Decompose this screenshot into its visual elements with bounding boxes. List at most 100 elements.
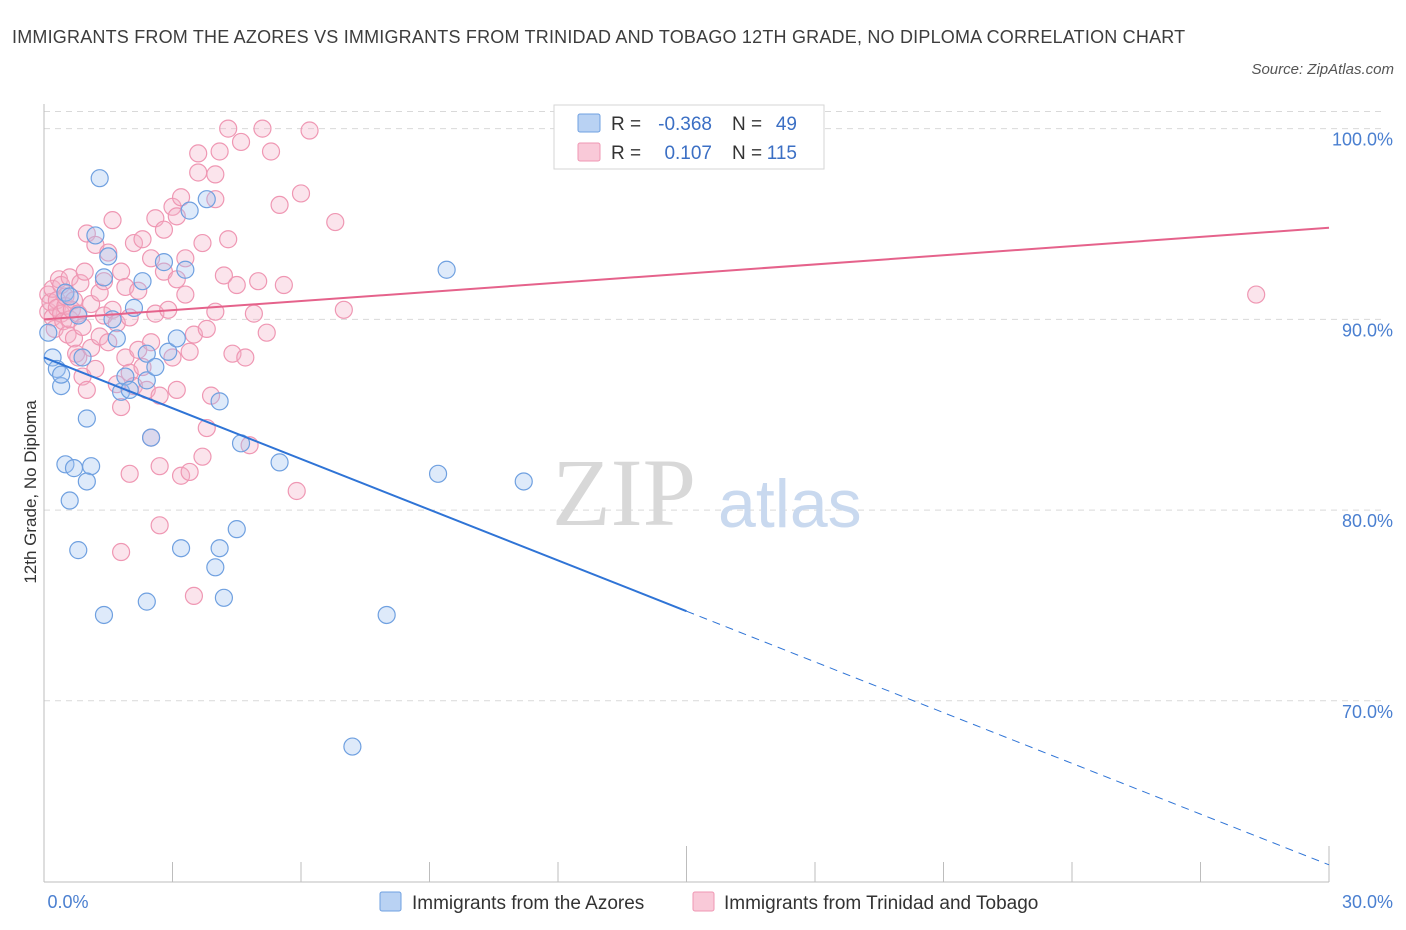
azores-point (343, 737, 362, 756)
grid-lines (44, 110, 1385, 702)
trinidad-point (94, 272, 114, 291)
trinidad-point (261, 142, 281, 161)
trinidad-point (120, 464, 139, 483)
y-tick-label: 80.0% (1342, 511, 1393, 531)
azores-point (210, 392, 229, 411)
legend-label-azores: Immigrants from the Azores (412, 893, 644, 914)
azores-point (60, 287, 79, 306)
trinidad-point (189, 163, 208, 182)
azores-point (73, 348, 92, 367)
azores-point (437, 260, 456, 279)
legend-swatch-azores (379, 891, 402, 912)
azores-point (133, 272, 152, 291)
azores-point (39, 323, 58, 342)
x-tick-labels: 0.0% 30.0% (47, 892, 1393, 912)
trinidad-point (180, 342, 199, 361)
trinidad-point (111, 262, 131, 281)
trinidad-point (154, 220, 174, 239)
trinidad-point (236, 348, 255, 367)
trinidad-point (1247, 285, 1266, 304)
azores-point (120, 380, 139, 400)
trinidad-point (133, 357, 152, 377)
trinidad-point (103, 211, 122, 230)
azores-point (141, 428, 161, 447)
trinidad-point (133, 230, 152, 249)
y-tick-labels: 100.0% 90.0% 80.0% 70.0% (1332, 130, 1393, 722)
azores-point (137, 592, 156, 611)
azores-point (197, 190, 216, 209)
azores-point (146, 357, 165, 377)
trinidad-point (231, 132, 251, 152)
azores-point (94, 605, 114, 625)
trinidad-point (75, 262, 94, 281)
azores-point (167, 329, 186, 348)
trinidad-point (257, 323, 276, 342)
y-tick-label: 90.0% (1342, 320, 1393, 340)
trinidad-point (184, 586, 204, 606)
trinidad-point (77, 380, 96, 400)
azores-trend-extrapolation (686, 610, 1330, 866)
trinidad-point (167, 380, 186, 400)
azores-point (428, 464, 448, 483)
stats-legend: R = -0.368 N = 49 R = 0.107 N = 115 (553, 104, 825, 170)
azores-point (60, 491, 79, 510)
trinidad-point (291, 184, 311, 203)
source-credit: Source: ZipAtlas.com (1251, 61, 1394, 78)
trinidad-point (171, 188, 191, 207)
azores-point (137, 344, 156, 363)
trinidad-point (69, 348, 88, 367)
legend-swatch-trinidad (692, 891, 715, 912)
azores-point (86, 226, 105, 245)
chart-title: IMMIGRANTS FROM THE AZORES VS IMMIGRANTS… (12, 27, 1186, 47)
x-tick-label: 30.0% (1342, 892, 1393, 912)
azores-point (171, 539, 191, 558)
azores-point (514, 472, 533, 491)
trinidad-point (189, 144, 208, 163)
azores-point (82, 457, 101, 476)
trinidad-point (287, 481, 306, 501)
trinidad-point (270, 195, 289, 215)
trinidad-point (171, 466, 191, 485)
azores-point (107, 329, 126, 348)
trinidad-point (249, 272, 268, 291)
trinidad-point (214, 266, 233, 285)
trend-lines (43, 226, 1330, 866)
azores-point (69, 541, 88, 560)
azores-point (159, 342, 178, 361)
azores-point (77, 472, 96, 491)
azores-point (214, 588, 233, 607)
trinidad-point (180, 462, 199, 482)
watermark-atlas: atlas (718, 466, 862, 542)
trinidad-point (71, 274, 90, 293)
stats-legend-swatch-trinidad (577, 142, 601, 162)
azores-point (99, 247, 118, 266)
legend-label-trinidad: Immigrants from Trinidad and Tobago (724, 893, 1038, 914)
watermark: ZIP atlas (552, 439, 862, 546)
stats-n-label-trinidad: N = (732, 143, 762, 164)
trinidad-point (253, 119, 272, 138)
trinidad-point (210, 142, 229, 161)
azores-point (64, 459, 84, 478)
azores-point (116, 367, 135, 386)
stats-n-value-azores: 49 (776, 114, 797, 135)
trinidad-point (176, 285, 195, 304)
trinidad-point (150, 516, 169, 535)
stats-n-value-trinidad: 115 (767, 143, 797, 164)
trinidad-point (274, 275, 293, 295)
azores-point (270, 453, 289, 472)
trinidad-point (111, 397, 131, 417)
trinidad-point (244, 304, 263, 323)
trinidad-point (129, 281, 148, 300)
stats-r-value-azores: -0.368 (658, 114, 712, 135)
trinidad-point (73, 317, 92, 337)
trinidad-point (193, 447, 212, 466)
y-axis-label: 12th Grade, No Diploma (21, 400, 40, 584)
trinidad-point (206, 165, 225, 184)
trinidad-point (334, 300, 353, 319)
y-tick-label: 100.0% (1332, 130, 1393, 150)
trinidad-trend-line (43, 226, 1330, 321)
trinidad-point (219, 119, 238, 138)
trinidad-point (111, 542, 131, 562)
trinidad-point (227, 275, 246, 295)
stats-r-value-trinidad: 0.107 (664, 143, 712, 164)
